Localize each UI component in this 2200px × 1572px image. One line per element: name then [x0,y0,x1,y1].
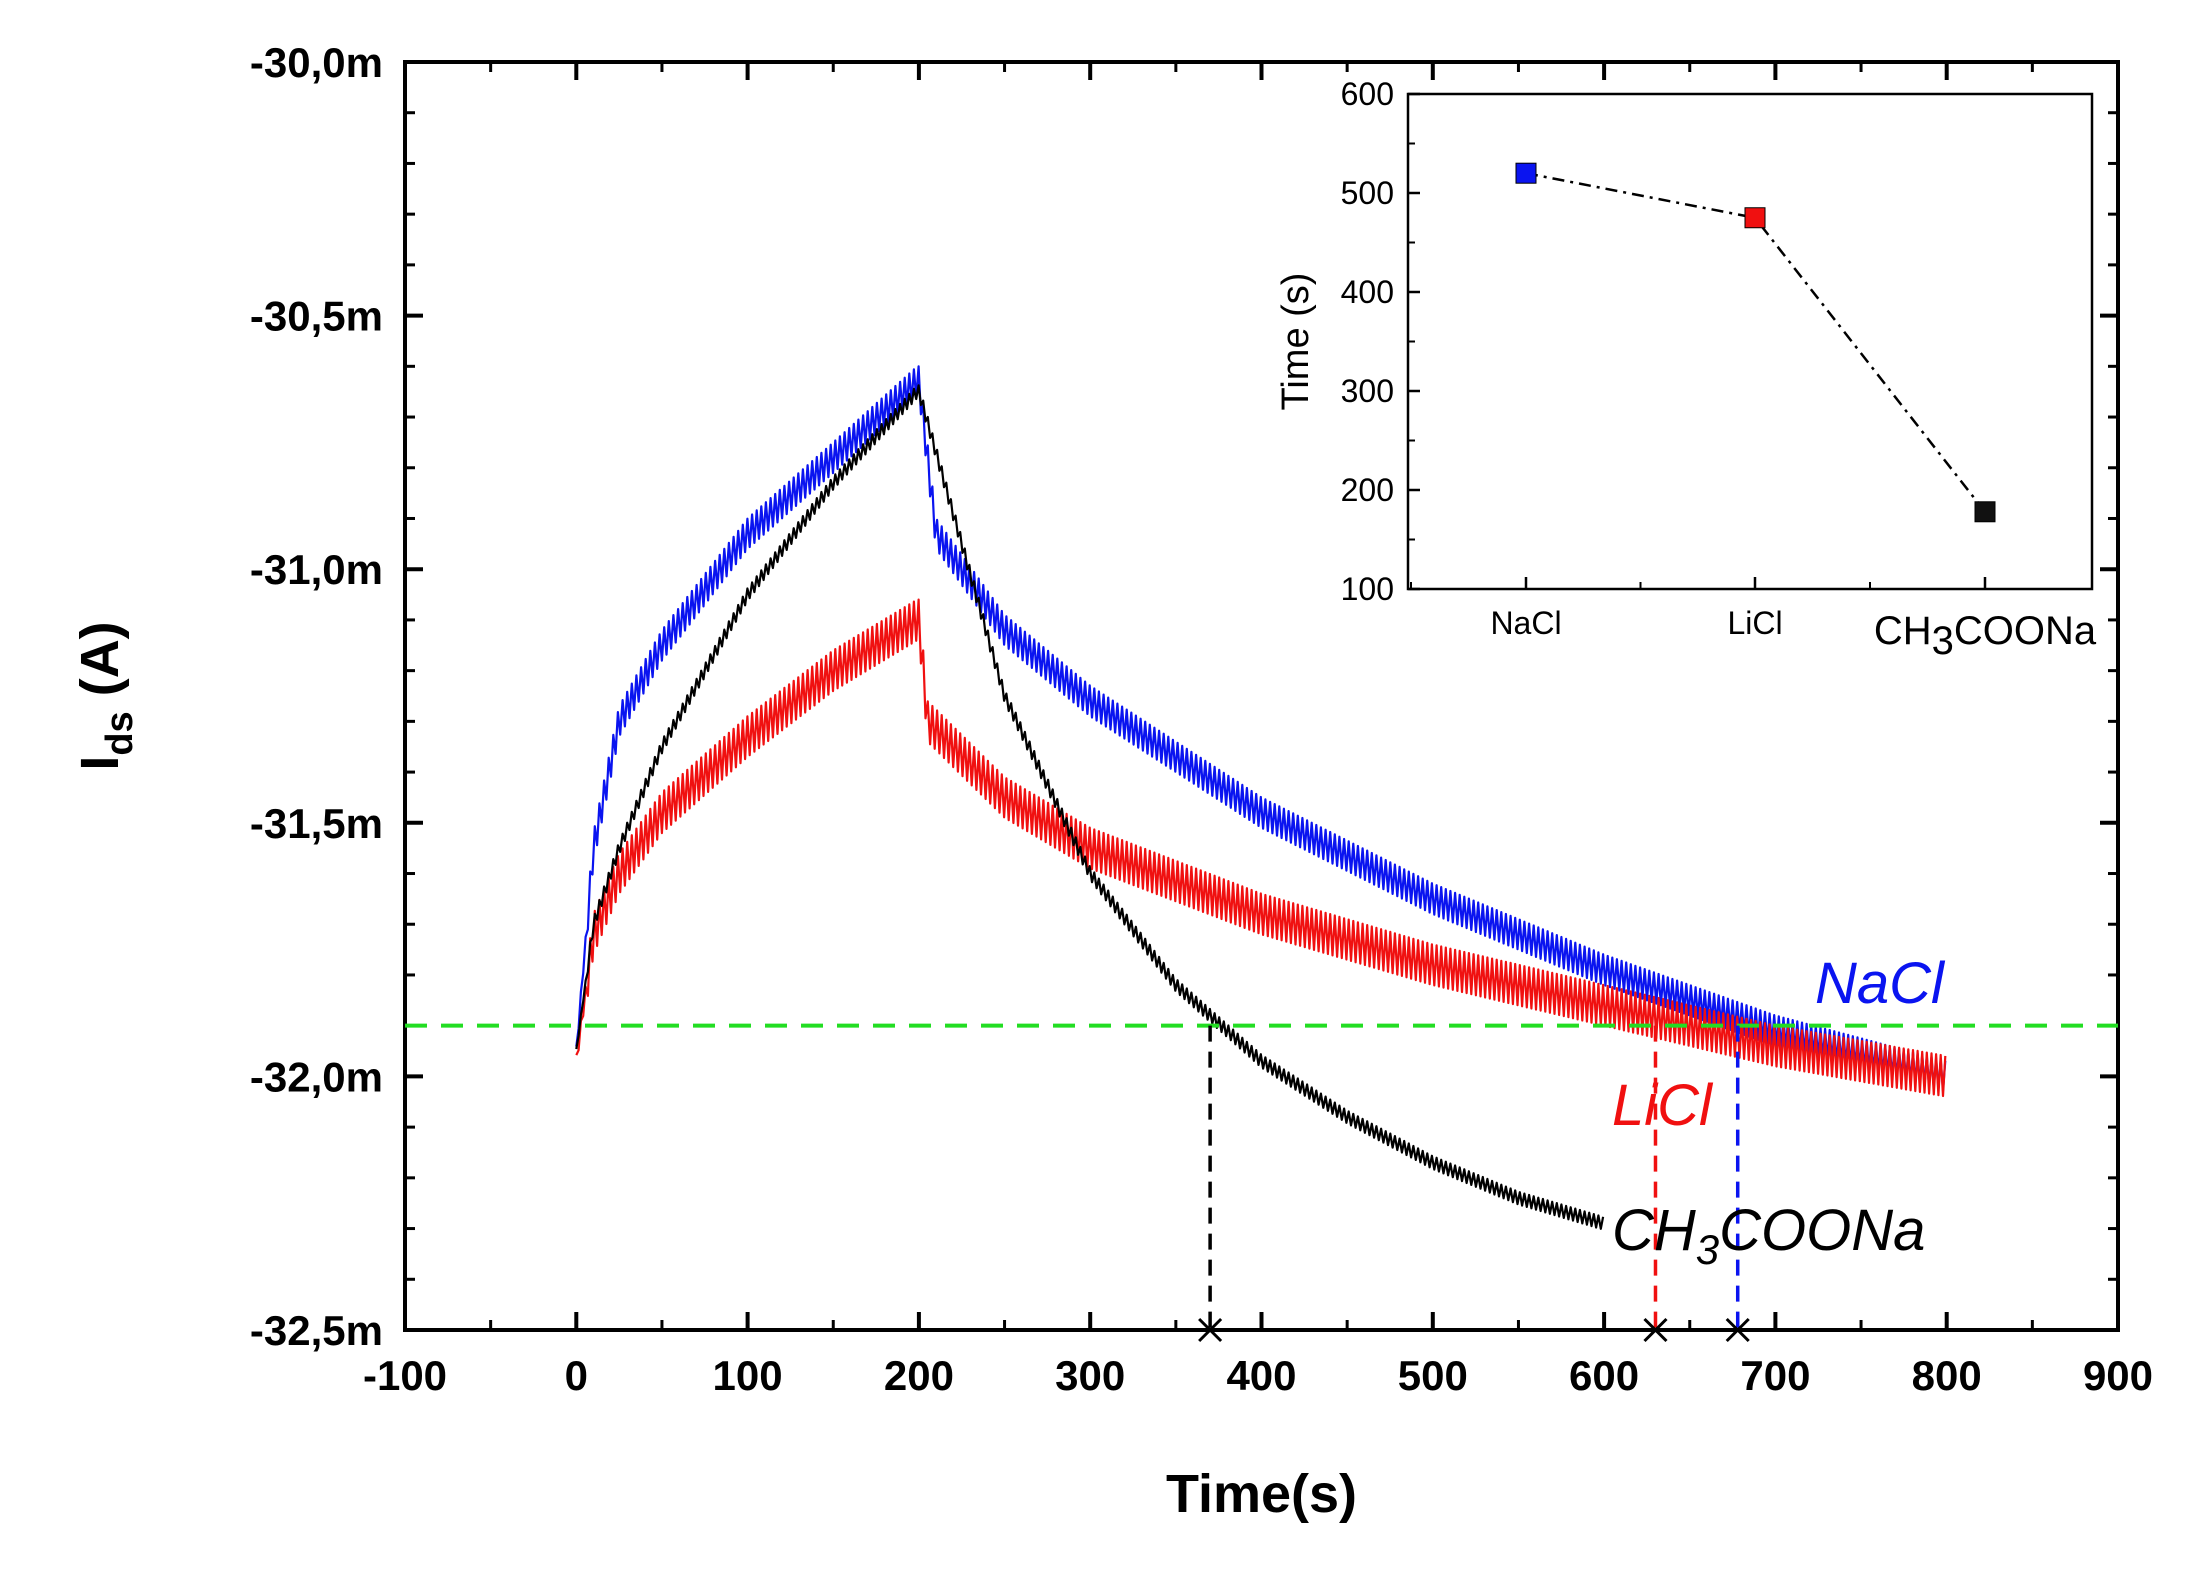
inset-y-tick-label: 400 [1341,274,1394,310]
x-tick-label: 200 [884,1352,954,1399]
x-tick-label: 0 [565,1352,588,1399]
series-line-licl [575,598,1947,1098]
inset-category-label: NaCl [1490,605,1561,641]
x-tick-label: 600 [1569,1352,1639,1399]
inset-y-tick-label: 600 [1341,76,1394,112]
inset-y-tick-label: 300 [1341,373,1394,409]
y-tick-label: -30,0m [250,39,383,86]
y-tick-label: -32,0m [250,1053,383,1100]
series-line-nacl [575,365,1947,1092]
inset-marker-ch3coona [1974,501,1996,523]
crossing-marker [1643,1317,1668,1343]
series-label-nacl: NaCl [1815,951,1946,1016]
inset-category-label: CH3COONa [1874,609,2097,663]
x-tick-label: 400 [1226,1352,1296,1399]
inset-plot: 100 200 300 400 500 600 Time (s) NaCl LiCl CH3COO… [1275,76,2097,663]
inset-y-tick-label: 200 [1341,472,1394,508]
series-label-licl: LiCl [1612,1073,1714,1138]
x-tick-label: 100 [713,1352,783,1399]
inset-y-axis-title: Time (s) [1275,273,1317,411]
x-axis-title: Time(s) [1166,1464,1357,1524]
series-line-ch3coona [575,384,1605,1230]
inset-category-label: LiCl [1727,605,1782,641]
y-tick-label: -31,0m [250,546,383,593]
x-tick-label: 300 [1055,1352,1125,1399]
series-label-ch3coona: CH3COONa [1612,1198,1925,1273]
inset-marker-licl [1744,207,1766,229]
y-axis-title: Ids (A) [70,621,141,770]
inset-marker-nacl [1515,162,1537,184]
inset-y-tick-label: 100 [1341,571,1394,607]
x-tick-label: 700 [1740,1352,1810,1399]
x-tick-label: 900 [2083,1352,2153,1399]
inset-y-tick-label: 500 [1341,175,1394,211]
crossing-marker [1198,1317,1223,1343]
x-tick-label: 800 [1912,1352,1982,1399]
y-tick-label: -31,5m [250,800,383,847]
y-tick-label: -32,5m [250,1307,383,1354]
x-tick-label: 500 [1398,1352,1468,1399]
y-tick-label: -30,5m [250,293,383,340]
crossing-marker [1725,1317,1750,1343]
main-plot: -100 0 100 200 300 400 500 600 700 800 900 -30,0m -3… [70,39,2153,1524]
x-tick-label: -100 [363,1352,447,1399]
